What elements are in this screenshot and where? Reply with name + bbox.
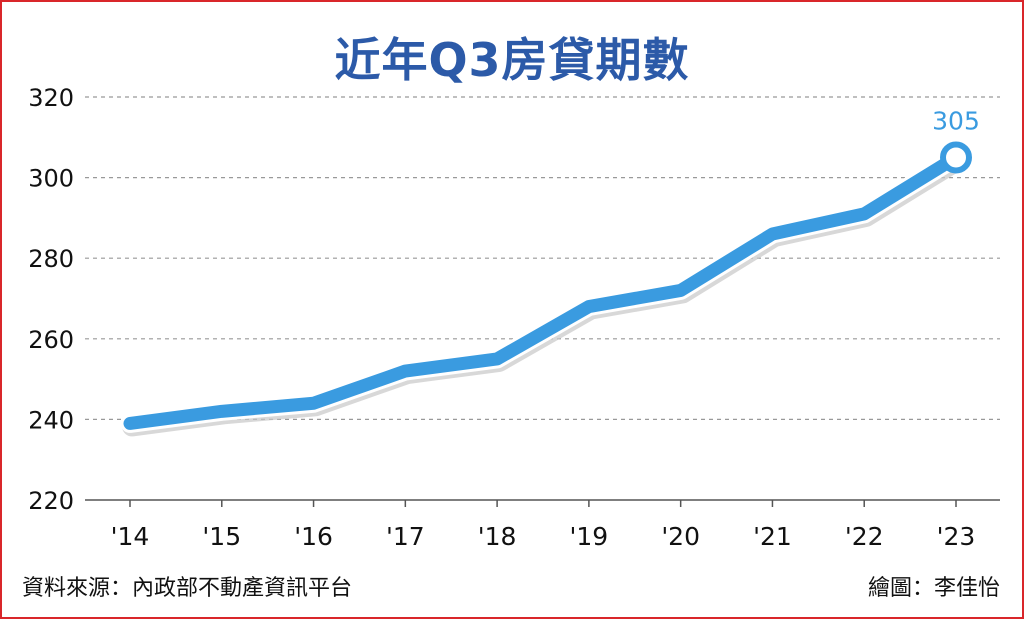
series-line-outline: [120, 147, 966, 433]
x-tick-label: '14: [111, 522, 150, 551]
x-tick-label: '21: [753, 522, 792, 551]
x-tick-label: '22: [845, 522, 884, 551]
source-note: 資料來源：內政部不動產資訊平台: [22, 576, 353, 601]
series-line-shadow: [122, 150, 968, 437]
x-tick-label: '23: [937, 522, 976, 551]
series-line: [123, 150, 963, 430]
y-tick-label: 220: [28, 487, 74, 515]
y-tick-label: 320: [28, 84, 74, 112]
highlight-point: [940, 141, 972, 174]
data-label: 305: [932, 106, 980, 135]
x-tick-label: '18: [478, 522, 517, 551]
y-tick-label: 280: [28, 245, 74, 273]
chart-title: 近年Q3房貸期數: [334, 33, 690, 87]
credit-note: 繪圖：李佳怡: [867, 576, 1000, 601]
x-tick-label: '16: [294, 522, 333, 551]
y-tick-label: 300: [28, 165, 74, 193]
x-tick-label: '19: [570, 522, 609, 551]
x-tick-label: '17: [386, 522, 425, 551]
x-tick-label: '15: [202, 522, 241, 551]
y-tick-label: 260: [28, 326, 74, 354]
y-tick-label: 240: [28, 406, 74, 434]
x-tick-label: '20: [661, 522, 700, 551]
